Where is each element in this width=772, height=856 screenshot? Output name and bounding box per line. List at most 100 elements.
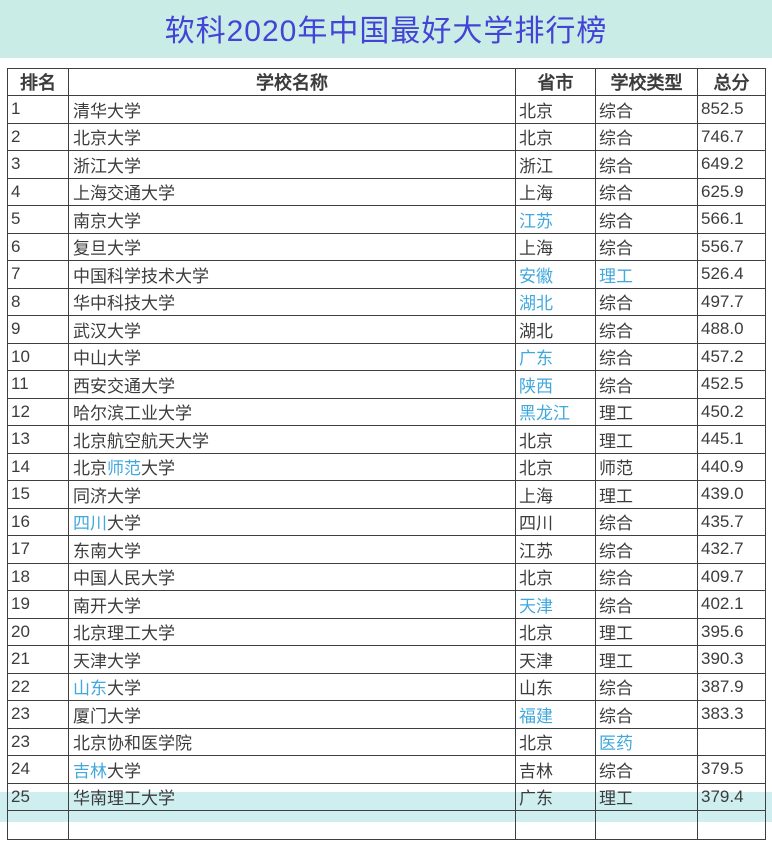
province-text: 广东	[519, 789, 553, 809]
table-row[interactable]: 4 上海交通大学 上海 综合 625.9	[7, 177, 766, 206]
province-cell: 浙江	[515, 150, 596, 179]
school-type-text: 综合	[599, 239, 633, 259]
table-row[interactable]: 15 同济大学 上海 理工 439.0	[7, 480, 766, 509]
school-type-text: 理工	[599, 404, 633, 424]
name-cell: 南京大学	[68, 205, 516, 234]
table-row[interactable]: 21 天津大学 天津 理工 390.3	[7, 645, 766, 674]
name-cell: 北京大学	[68, 122, 516, 151]
province-cell: 福建	[515, 700, 596, 729]
score-cell: 445.1	[697, 425, 766, 454]
partial-next-row	[7, 810, 766, 840]
table-row[interactable]: 16 四川大学 四川 综合 435.7	[7, 507, 766, 536]
province-text: 北京	[519, 569, 553, 589]
school-name-text: 同济大学	[73, 486, 141, 506]
score-cell	[697, 810, 766, 840]
province-cell: 北京	[515, 425, 596, 454]
school-name-text: 厦门大学	[73, 706, 141, 726]
school-type-text: 理工	[599, 431, 633, 451]
province-cell: 上海	[515, 232, 596, 261]
province-text: 吉林	[519, 761, 553, 781]
province-cell: 黑龙江	[515, 397, 596, 426]
type-cell: 综合	[595, 370, 698, 399]
school-type-text: 综合	[599, 706, 633, 726]
type-cell: 综合	[595, 755, 698, 784]
score-cell: 383.3	[697, 700, 766, 729]
province-keyword-link[interactable]: 广东	[519, 349, 553, 369]
school-name-keyword-link[interactable]: 师范	[107, 459, 141, 479]
rank-cell: 16	[7, 507, 69, 536]
score-cell: 450.2	[697, 397, 766, 426]
province-cell: 北京	[515, 122, 596, 151]
table-row[interactable]: 10 中山大学 广东 综合 457.2	[7, 342, 766, 371]
school-name-text: 武汉大学	[73, 321, 141, 341]
table-row[interactable]: 23 厦门大学 福建 综合 383.3	[7, 700, 766, 729]
type-cell: 综合	[595, 672, 698, 701]
table-row[interactable]: 9 武汉大学 湖北 综合 488.0	[7, 315, 766, 344]
school-name-text: 北京理工大学	[73, 624, 175, 644]
table-row[interactable]: 5 南京大学 江苏 综合 566.1	[7, 205, 766, 234]
province-text: 北京	[519, 129, 553, 149]
table-row[interactable]: 2 北京大学 北京 综合 746.7	[7, 122, 766, 151]
school-name-text: 中国人民大学	[73, 569, 175, 589]
province-keyword-link[interactable]: 天津	[519, 596, 553, 616]
score-cell	[697, 727, 766, 756]
school-type-keyword-link[interactable]: 医药	[599, 734, 633, 754]
rank-cell: 23	[7, 700, 69, 729]
province-keyword-link[interactable]: 黑龙江	[519, 404, 570, 424]
type-cell: 综合	[595, 232, 698, 261]
table-row[interactable]: 25 华南理工大学 广东 理工 379.4	[7, 782, 766, 811]
school-type-text: 综合	[599, 679, 633, 699]
school-name-keyword-link[interactable]: 山东	[73, 679, 107, 699]
rank-cell: 25	[7, 782, 69, 811]
table-row[interactable]: 7 中国科学技术大学 安徽 理工 526.4	[7, 260, 766, 289]
name-cell: 中国科学技术大学	[68, 260, 516, 289]
school-type-keyword-link[interactable]: 理工	[599, 266, 633, 286]
table-row[interactable]: 22 山东大学 山东 综合 387.9	[7, 672, 766, 701]
table-row[interactable]: 17 东南大学 江苏 综合 432.7	[7, 535, 766, 564]
table-row[interactable]: 11 西安交通大学 陕西 综合 452.5	[7, 370, 766, 399]
name-cell: 清华大学	[68, 95, 516, 124]
table-row-selected[interactable]: 24 吉林大学 吉林 综合 379.5	[7, 755, 766, 784]
type-cell: 理工	[595, 480, 698, 509]
table-row[interactable]: 6 复旦大学 上海 综合 556.7	[7, 232, 766, 261]
school-type-text: 综合	[599, 349, 633, 369]
school-name-text: 北京大学	[73, 129, 141, 149]
province-keyword-link[interactable]: 江苏	[519, 211, 553, 231]
province-text: 上海	[519, 184, 553, 204]
table-row[interactable]: 20 北京理工大学 北京 理工 395.6	[7, 617, 766, 646]
type-cell: 综合	[595, 342, 698, 371]
province-keyword-link[interactable]: 安徽	[519, 266, 553, 286]
province-cell: 安徽	[515, 260, 596, 289]
province-keyword-link[interactable]: 陕西	[519, 376, 553, 396]
table-row[interactable]: 23 北京协和医学院 北京 医药	[7, 727, 766, 756]
table-row[interactable]: 12 哈尔滨工业大学 黑龙江 理工 450.2	[7, 397, 766, 426]
name-cell: 四川大学	[68, 507, 516, 536]
table-row[interactable]: 3 浙江大学 浙江 综合 649.2	[7, 150, 766, 179]
table-row[interactable]: 18 中国人民大学 北京 综合 409.7	[7, 562, 766, 591]
table-row[interactable]: 14 北京师范大学 北京 师范 440.9	[7, 452, 766, 481]
province-cell: 广东	[515, 782, 596, 811]
table-row[interactable]: 8 华中科技大学 湖北 综合 497.7	[7, 287, 766, 316]
rank-cell: 5	[7, 205, 69, 234]
school-name-text: 浙江大学	[73, 156, 141, 176]
school-name-text: 大学	[107, 514, 141, 534]
score-cell: 649.2	[697, 150, 766, 179]
province-cell: 江苏	[515, 535, 596, 564]
province-keyword-link[interactable]: 湖北	[519, 294, 553, 314]
school-name-keyword-link[interactable]: 吉林	[73, 761, 107, 781]
type-cell: 综合	[595, 562, 698, 591]
name-cell: 复旦大学	[68, 232, 516, 261]
score-cell: 439.0	[697, 480, 766, 509]
table-row[interactable]: 13 北京航空航天大学 北京 理工 445.1	[7, 425, 766, 454]
school-name-text: 大学	[107, 761, 141, 781]
table-row[interactable]: 1 清华大学 北京 综合 852.5	[7, 95, 766, 124]
type-cell: 师范	[595, 452, 698, 481]
province-keyword-link[interactable]: 福建	[519, 706, 553, 726]
school-name-keyword-link[interactable]: 四川	[73, 514, 107, 534]
ranking-table-container: 排名 学校名称 省市 学校类型 总分 1 清华大学 北京 综合 852.5 2 …	[0, 68, 772, 840]
rank-cell: 10	[7, 342, 69, 371]
type-cell: 理工	[595, 782, 698, 811]
table-row[interactable]: 19 南开大学 天津 综合 402.1	[7, 590, 766, 619]
score-cell: 566.1	[697, 205, 766, 234]
rank-cell: 2	[7, 122, 69, 151]
